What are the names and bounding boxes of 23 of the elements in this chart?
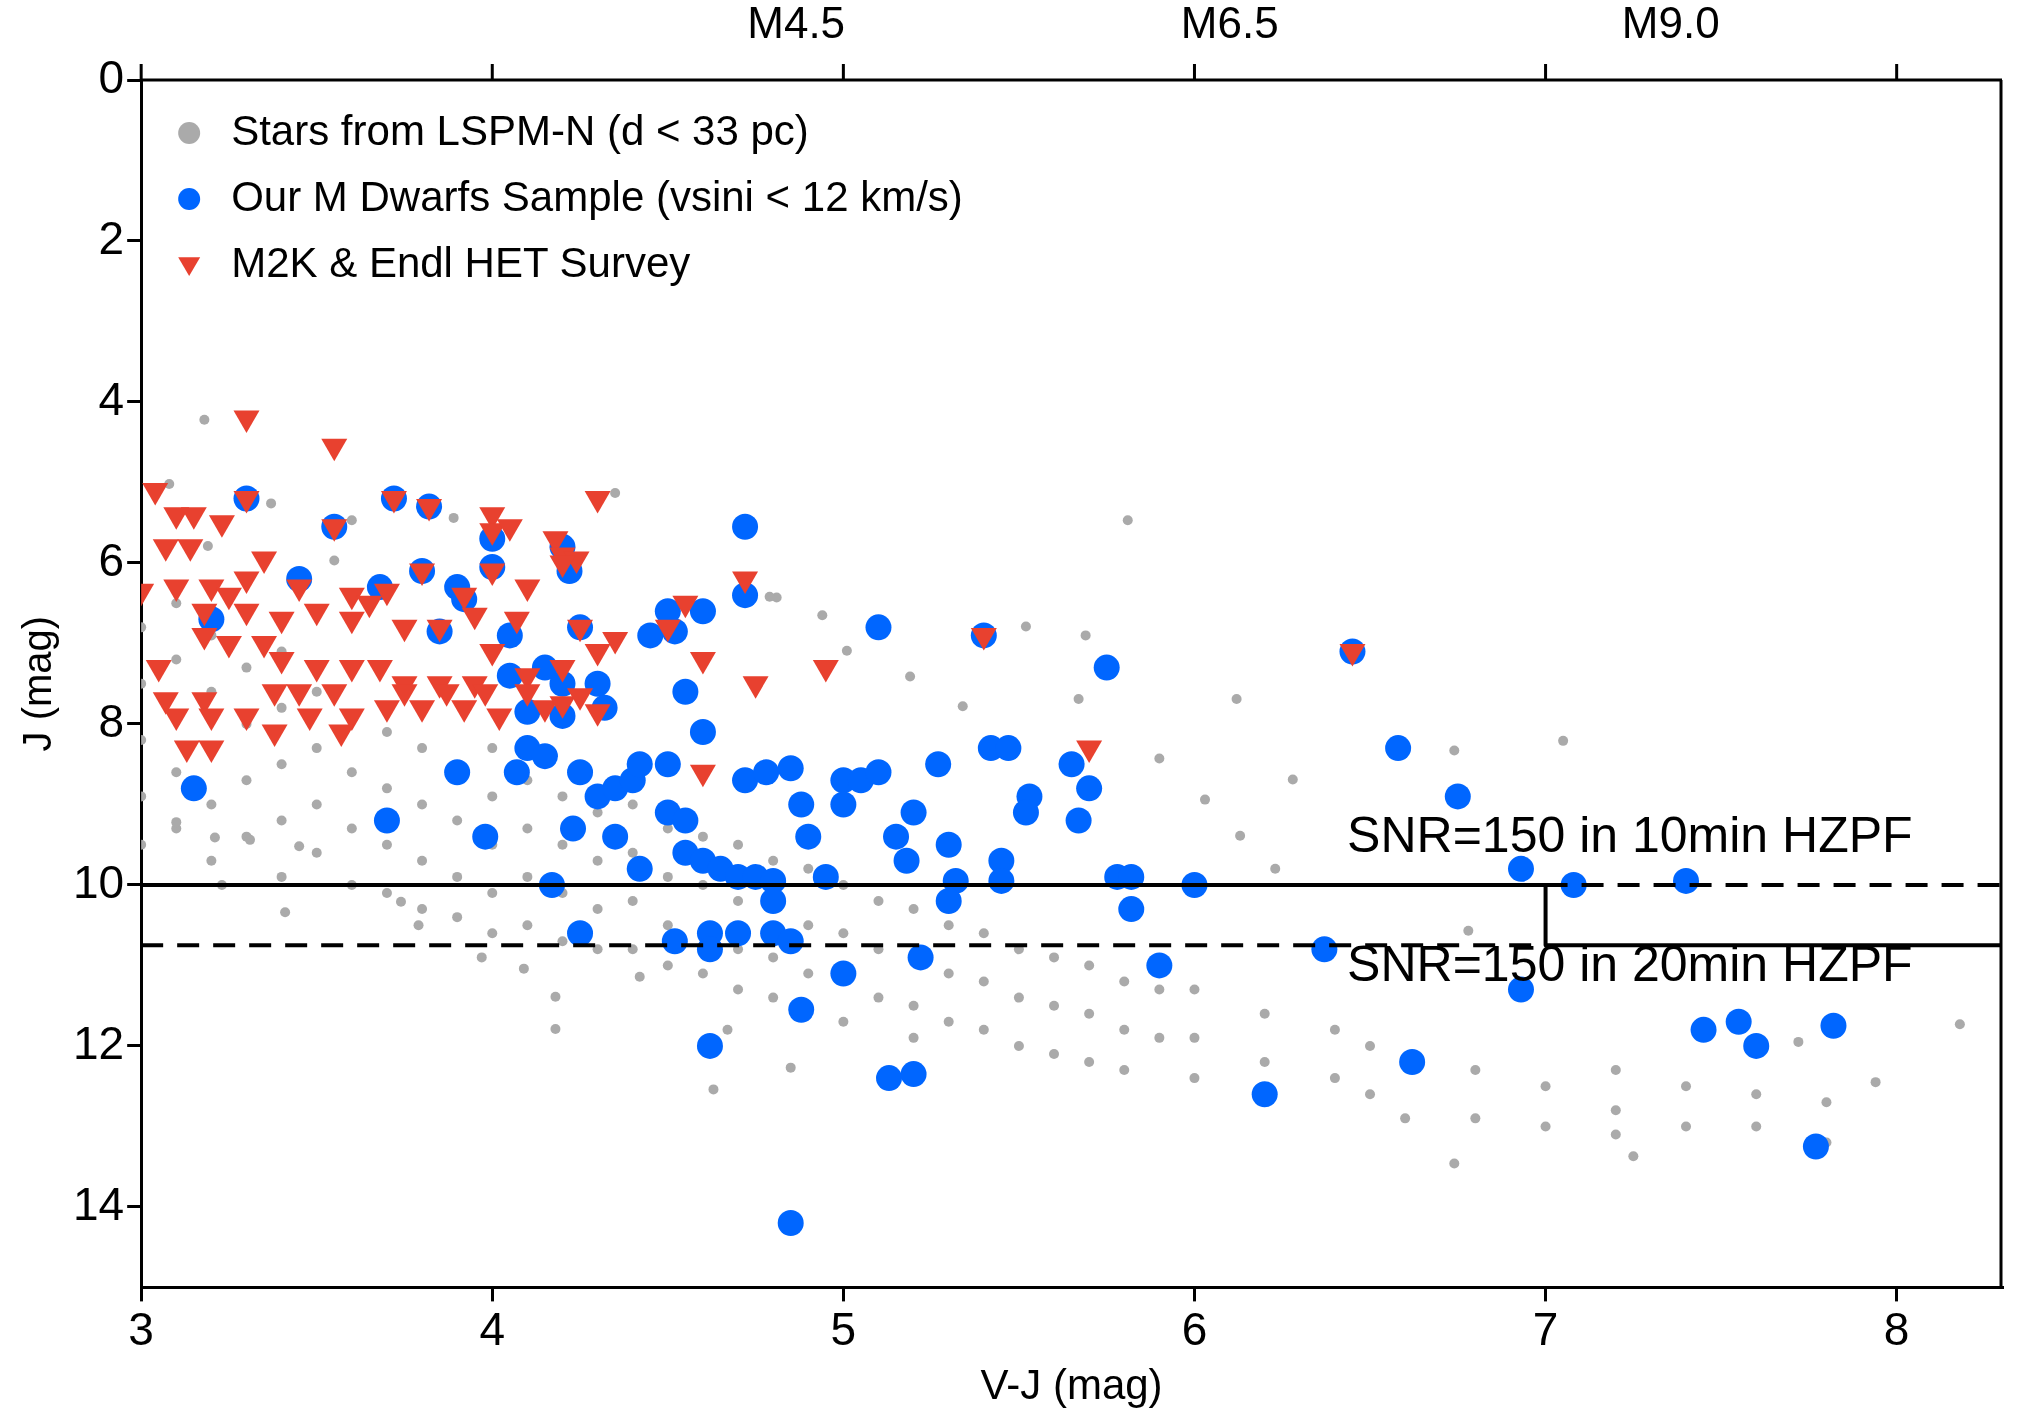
y-tick-label: 8	[98, 694, 125, 747]
y-tick-label: 6	[98, 533, 125, 586]
y-tick-label: 12	[72, 1016, 125, 1069]
text: M4.5	[747, 0, 846, 47]
y-tick-label: 4	[98, 372, 125, 425]
legend-label: M2K & Endl HET Survey	[231, 238, 691, 286]
x-tick-label: 3	[128, 1302, 154, 1355]
y-tick-label: 2	[98, 211, 125, 264]
legend-label: Our M Dwarfs Sample (vsini < 12 km/s)	[231, 172, 963, 220]
annotation: SNR=150 in 10min HZPF	[1347, 807, 1913, 864]
x-tick-label: 8	[1883, 1302, 1910, 1355]
y-tick-label: 10	[72, 855, 125, 908]
x-axis-title: V-J (mag)	[980, 1361, 1163, 1409]
x-tick-label: 5	[830, 1302, 857, 1355]
y-tick-label: 14	[72, 1177, 125, 1230]
x-tick-label: 4	[479, 1302, 506, 1355]
text: M6.5	[1180, 0, 1279, 47]
legend-label: Stars from LSPM-N (d < 33 pc)	[231, 106, 809, 154]
y-tick-label: 0	[98, 50, 125, 103]
x-tick-label: 7	[1532, 1302, 1559, 1355]
text: M9.0	[1621, 0, 1720, 47]
x-tick-label: 6	[1181, 1302, 1208, 1355]
y-axis-title: J (mag)	[15, 615, 60, 752]
